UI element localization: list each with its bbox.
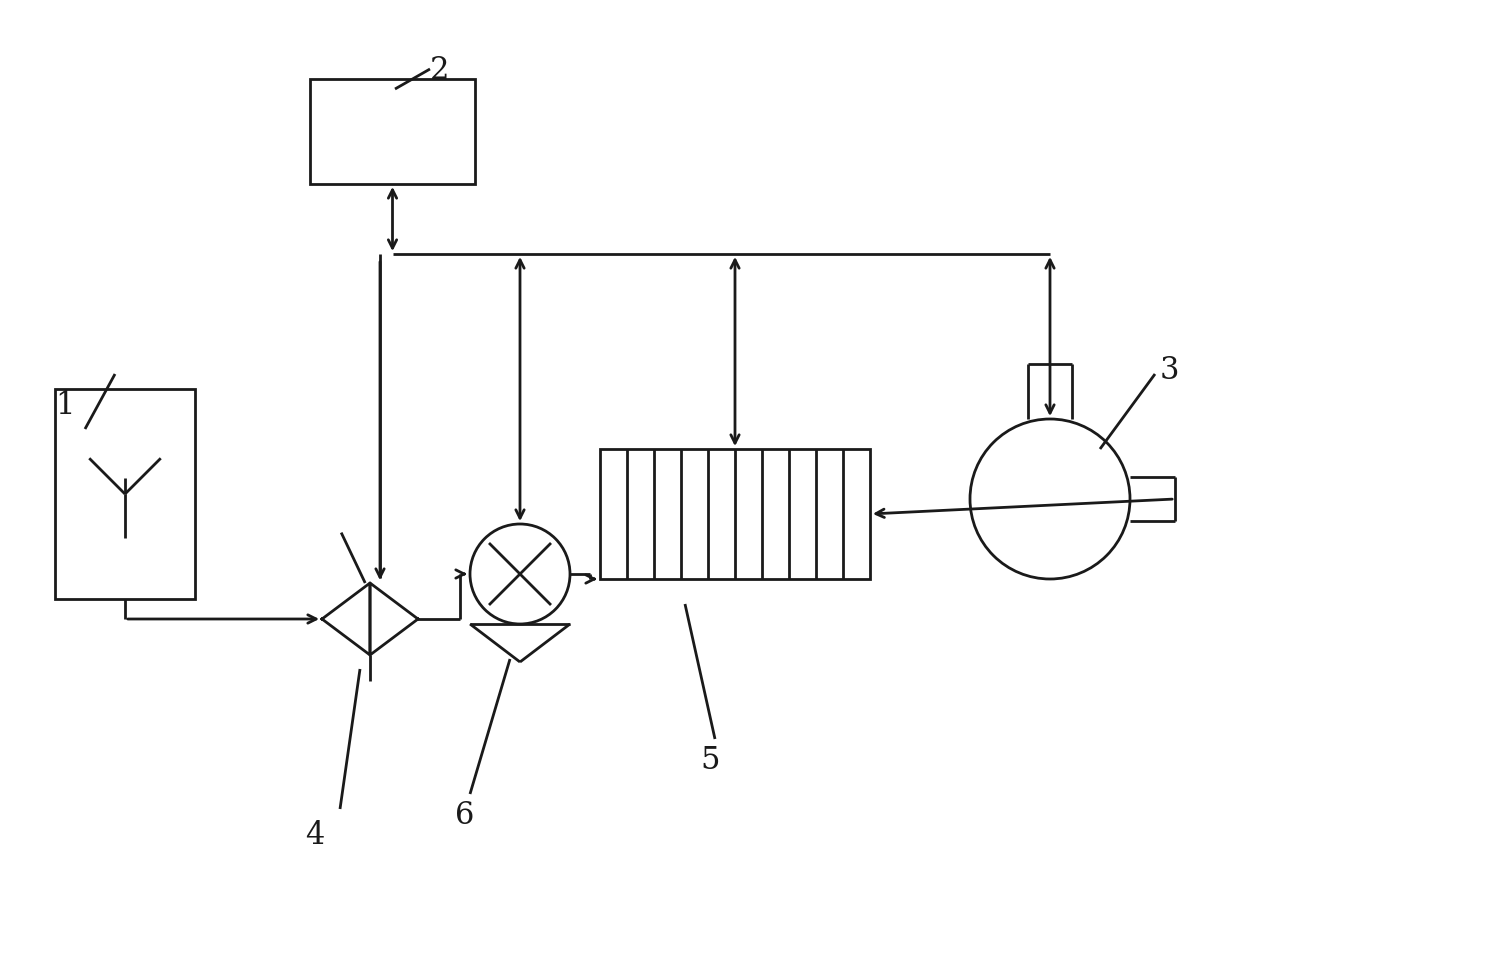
Text: 5: 5: [699, 744, 720, 776]
Bar: [55, 389, 195, 600]
Text: 2: 2: [430, 55, 449, 86]
Text: 3: 3: [1161, 355, 1180, 385]
Bar: [310, 80, 475, 185]
Polygon shape: [371, 584, 418, 655]
Text: 6: 6: [455, 799, 475, 830]
Text: 4: 4: [305, 820, 324, 850]
Text: 1: 1: [55, 389, 74, 421]
Polygon shape: [321, 584, 371, 655]
Bar: [600, 450, 870, 579]
